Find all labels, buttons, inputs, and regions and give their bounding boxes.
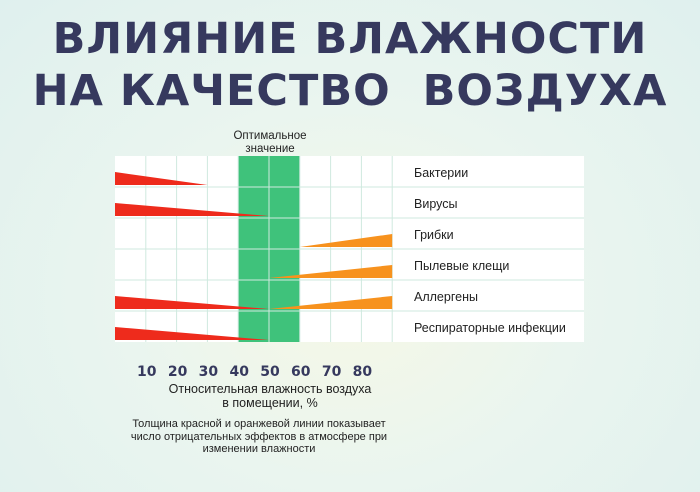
thickness-note-line-2: число отрицательных эффектов в атмосфере…	[130, 430, 388, 443]
optimal-label-line-1: Оптимальное	[233, 130, 307, 142]
band-orange	[269, 296, 393, 309]
row-label: Пылевые клещи	[414, 259, 509, 273]
thickness-note-line-1: Толщина красной и оранжевой линии показы…	[132, 418, 386, 430]
x-axis-label: Относительная влажность воздуха в помеще…	[120, 382, 420, 410]
row-label: Аллергены	[414, 290, 478, 304]
band-orange	[299, 234, 393, 247]
x-tick-label: 80	[353, 364, 373, 380]
band-red	[115, 296, 269, 309]
band-red	[115, 327, 269, 340]
thickness-note: Толщина красной и оранжевой линии показы…	[112, 418, 406, 456]
x-axis-label-line-1: Относительная влажность воздуха	[168, 382, 372, 396]
optimal-label: Оптимальное значение	[214, 130, 326, 156]
row-label: Респираторные инфекции	[414, 321, 566, 335]
band-red	[115, 203, 269, 216]
x-tick-label: 60	[291, 364, 311, 380]
row-label: Бактерии	[414, 166, 468, 180]
optimal-label-line-2: значение	[245, 143, 295, 155]
x-tick-label: 30	[199, 364, 219, 380]
x-axis-label-line-2: в помещении, %	[222, 396, 318, 410]
x-tick-label: 40	[229, 364, 249, 380]
row-label: Вирусы	[414, 197, 457, 211]
title-line-2: НА КАЧЕСТВО ВОЗДУХА	[32, 66, 668, 116]
thickness-note-line-3: изменении влажности	[202, 443, 316, 455]
row-label: Грибки	[414, 228, 454, 242]
title-line-1: ВЛИЯНИЕ ВЛАЖНОСТИ	[52, 14, 648, 64]
x-tick-label: 50	[260, 364, 280, 380]
x-tick-label: 70	[322, 364, 342, 380]
band-red	[115, 172, 208, 185]
x-tick-label: 20	[168, 364, 188, 380]
band-orange	[269, 265, 393, 278]
x-tick-label: 10	[137, 364, 157, 380]
